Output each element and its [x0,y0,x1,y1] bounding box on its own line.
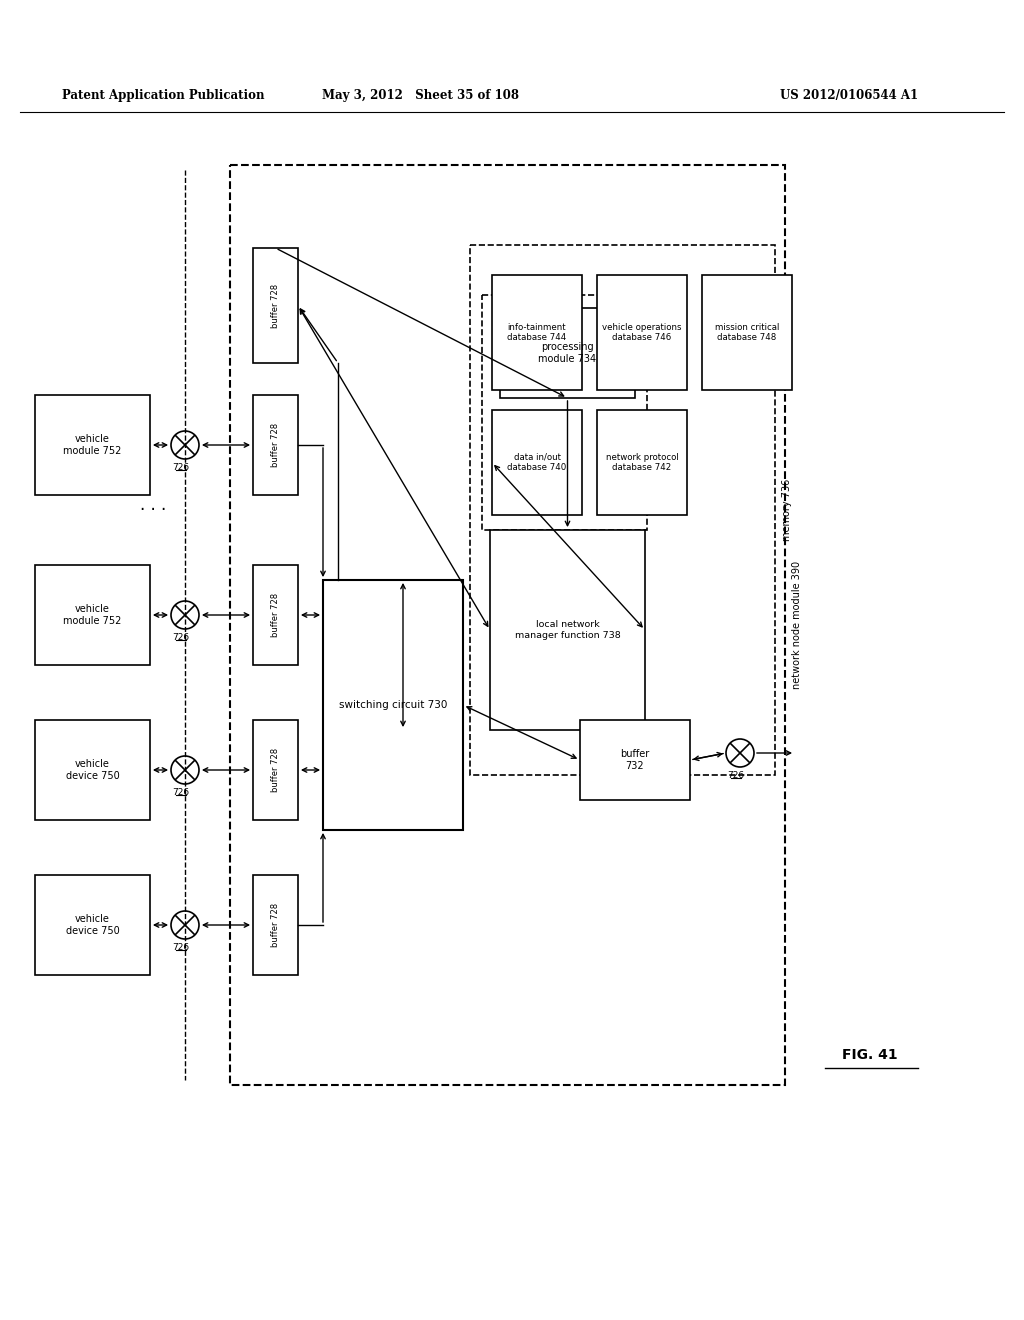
Bar [253,248,298,363]
Text: memory 736: memory 736 [782,479,792,541]
Text: vehicle
module 752: vehicle module 752 [63,605,122,626]
Text: . . .: . . . [140,496,166,513]
Bar [253,565,298,665]
Bar [253,875,298,975]
Text: mission critical
database 748: mission critical database 748 [715,323,779,342]
Bar [35,565,150,665]
Bar [35,875,150,975]
Text: buffer
732: buffer 732 [621,750,649,771]
Text: local network
manager function 738: local network manager function 738 [515,620,621,640]
Text: 726: 726 [172,942,189,952]
Text: buffer 728: buffer 728 [271,422,280,467]
Bar [490,531,645,730]
Text: 726: 726 [727,771,744,780]
Bar [702,275,792,389]
Bar [500,308,635,399]
Text: buffer 728: buffer 728 [271,593,280,638]
Bar [492,275,582,389]
Text: May 3, 2012   Sheet 35 of 108: May 3, 2012 Sheet 35 of 108 [322,88,518,102]
Text: network node module 390: network node module 390 [792,561,802,689]
Text: info-tainment
database 744: info-tainment database 744 [507,323,566,342]
Bar [597,411,687,515]
Text: 726: 726 [172,463,189,473]
Text: 726: 726 [172,634,189,642]
Bar [492,411,582,515]
Bar [482,294,647,531]
Text: buffer 728: buffer 728 [271,748,280,792]
Bar [597,275,687,389]
Text: 726: 726 [172,788,189,797]
Text: buffer 728: buffer 728 [271,284,280,327]
Bar [35,395,150,495]
Text: processing
module 734: processing module 734 [539,342,597,364]
Bar [253,719,298,820]
Text: vehicle operations
database 746: vehicle operations database 746 [602,323,682,342]
Text: switching circuit 730: switching circuit 730 [339,700,447,710]
Bar [323,579,463,830]
Text: buffer 728: buffer 728 [271,903,280,946]
Text: network protocol
database 742: network protocol database 742 [605,453,678,473]
Bar [470,246,775,775]
Bar [35,719,150,820]
Text: Patent Application Publication: Patent Application Publication [62,88,264,102]
Text: vehicle
device 750: vehicle device 750 [66,915,120,936]
Text: US 2012/0106544 A1: US 2012/0106544 A1 [780,88,919,102]
Text: vehicle
device 750: vehicle device 750 [66,759,120,781]
Bar [230,165,785,1085]
Text: vehicle
module 752: vehicle module 752 [63,434,122,455]
Text: data in/out
database 740: data in/out database 740 [507,453,566,473]
Bar [253,395,298,495]
Text: FIG. 41: FIG. 41 [842,1048,898,1063]
Bar [580,719,690,800]
